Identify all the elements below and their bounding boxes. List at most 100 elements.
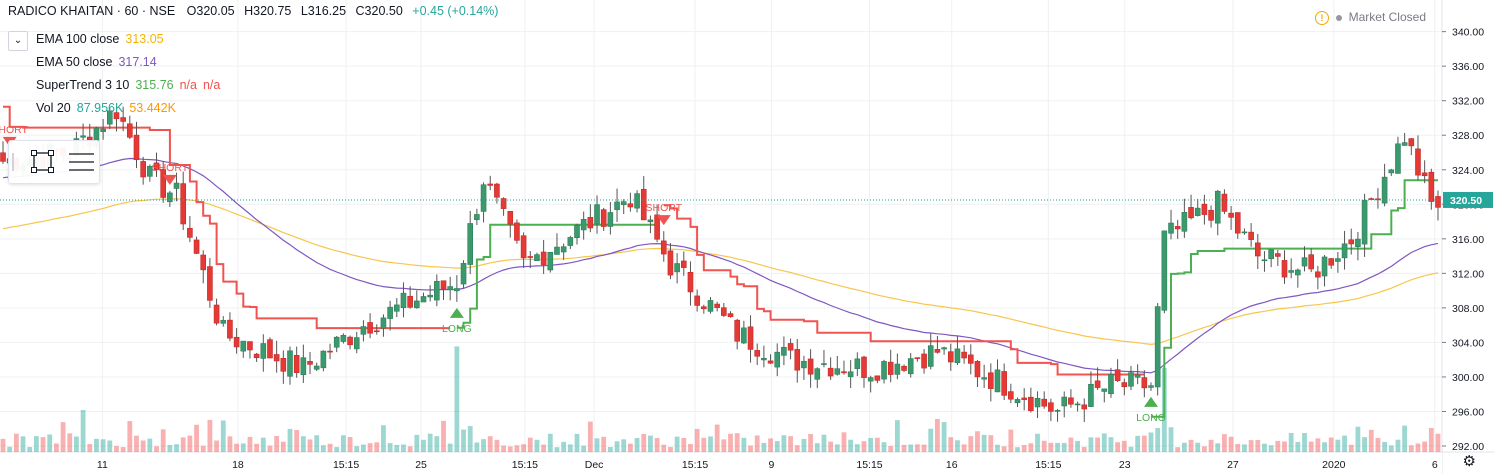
warning-icon: !: [1314, 11, 1329, 25]
volume-bar: [1402, 425, 1408, 452]
candle-body: [847, 371, 854, 378]
volume-bar: [274, 436, 280, 452]
candle-body: [527, 256, 534, 258]
candle-body: [387, 306, 393, 319]
short-signal-label: SHORT: [645, 202, 682, 214]
volume-bar: [901, 444, 907, 452]
volume-bar: [688, 444, 693, 452]
volume-bar: [1415, 443, 1421, 452]
candle-body: [120, 117, 126, 122]
volume-bar: [1248, 440, 1254, 452]
candle-body: [614, 201, 620, 210]
market-status[interactable]: ! Market Closed: [1314, 10, 1426, 25]
candle-body: [1108, 374, 1114, 395]
market-status-label: Market Closed: [1348, 10, 1426, 24]
volume-bar: [194, 424, 199, 452]
indicator-legend-row[interactable]: SuperTrend 3 10 315.76 n/a n/a: [36, 78, 226, 92]
volume-bar: [774, 441, 780, 452]
volume-bar: [768, 438, 773, 452]
candle-body: [1268, 249, 1274, 260]
volume-bar: [614, 441, 620, 452]
candle-body: [694, 295, 700, 306]
ema-100-line: [2, 198, 1439, 346]
volume-bar: [467, 426, 473, 452]
candle-body: [727, 313, 734, 317]
volume-bar: [374, 442, 380, 452]
volume-bar: [1075, 440, 1080, 452]
candle-body: [674, 263, 680, 273]
candle-body: [1194, 207, 1201, 216]
candle-body: [347, 336, 353, 346]
volume-bar: [1388, 445, 1394, 452]
volume-bar: [200, 445, 206, 452]
volume-bar: [334, 447, 340, 452]
volume-bar: [708, 436, 713, 452]
volume-bar: [27, 446, 33, 452]
candle-body: [1014, 399, 1021, 404]
volume-bar: [134, 435, 139, 452]
candle-body: [1174, 226, 1181, 230]
volume-bar: [94, 438, 99, 452]
indicator-legend-row[interactable]: EMA 100 close 313.05: [36, 32, 170, 46]
volume-bar: [808, 434, 814, 452]
indicator-legend-row[interactable]: Vol 20 87.956K 53.442K: [36, 101, 182, 115]
candle-body: [440, 280, 447, 290]
candle-body: [1161, 230, 1168, 311]
volume-bar: [681, 437, 687, 452]
volume-bar: [1368, 429, 1374, 452]
volume-bar: [20, 436, 26, 452]
candle-body: [1094, 380, 1101, 388]
candle-body: [721, 307, 727, 316]
rectangle-tool-icon[interactable]: [31, 150, 54, 173]
candle-body: [967, 354, 974, 364]
candle-body: [414, 300, 420, 309]
volume-bar: [254, 443, 260, 452]
candle-body: [1248, 231, 1254, 240]
last-price-badge: [1443, 191, 1493, 208]
short-signal-arrow: [162, 174, 177, 185]
volume-bar: [421, 439, 426, 452]
volume-bar: [788, 436, 793, 452]
candle-body: [807, 358, 814, 375]
symbol-title[interactable]: RADICO KHAITAN · 60 · NSE: [8, 4, 176, 18]
volume-bar: [187, 435, 193, 452]
volume-bar: [841, 432, 847, 452]
volume-bar: [327, 443, 333, 452]
close-value: C320.50: [355, 4, 403, 18]
candle-body: [373, 330, 380, 333]
volume-bar: [120, 447, 126, 452]
volume-bar: [280, 441, 286, 452]
candle-body: [147, 165, 153, 177]
candle-body: [954, 348, 961, 364]
price-tick-label: 308.00: [1452, 303, 1484, 315]
volume-bar: [1295, 441, 1301, 452]
volume-bar: [447, 443, 453, 452]
settings-lines-icon[interactable]: [69, 153, 94, 171]
indicator-value: n/a: [179, 78, 197, 92]
volume-bar: [761, 442, 767, 452]
volume-bar: [561, 441, 567, 452]
volume-bar: [1048, 442, 1054, 452]
candle-body: [1041, 398, 1048, 407]
volume-bar: [1155, 428, 1161, 452]
candle-body: [894, 363, 901, 375]
candle-body: [1348, 239, 1355, 245]
indicator-legend-row[interactable]: EMA 50 close 317.14: [36, 55, 163, 69]
volume-bar: [381, 425, 386, 452]
candle-body: [1214, 190, 1221, 224]
collapse-legend-button[interactable]: ⌄: [8, 31, 28, 51]
last-price-text: 320.50: [1450, 195, 1482, 207]
volume-bar: [634, 437, 640, 452]
gear-icon[interactable]: ⚙: [1462, 453, 1476, 470]
candle-body: [80, 135, 86, 138]
volume-bar: [160, 429, 166, 452]
short-signal-label: SHORT: [152, 162, 189, 174]
volume-bar: [1035, 433, 1040, 452]
volume-bar: [260, 437, 266, 452]
volume-bar: [1141, 435, 1147, 452]
candle-body: [1408, 138, 1415, 147]
last-price-label: 320.50: [1443, 191, 1493, 208]
candle-body: [267, 339, 273, 359]
candle-body: [781, 346, 787, 356]
